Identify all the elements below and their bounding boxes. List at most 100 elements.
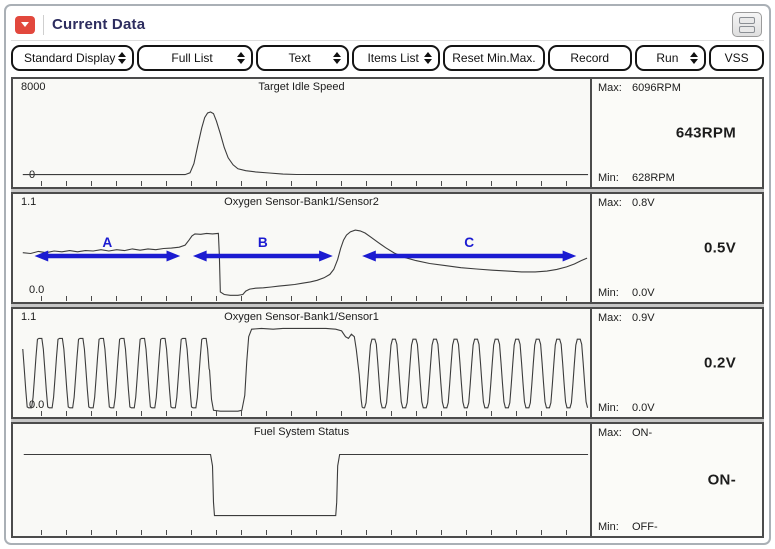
value-readout: Max: 0.9V 0.2V Min: 0.0V [592,309,762,417]
range-arrow-a: A [34,234,181,262]
toolbar-button-full-list[interactable]: Full List [137,45,253,71]
titlebar-divider [43,14,44,35]
y-axis-max-label: 8000 [21,81,46,93]
parameter-title: Oxygen Sensor-Bank1/Sensor2 [224,196,379,208]
waveform-trace [23,328,588,411]
toolbar-button-label: Run [656,51,679,65]
split-panels-button[interactable] [732,12,762,37]
waveform-trace [24,454,588,515]
graph-area[interactable]: 8000 Target Idle Speed 0 [13,79,592,187]
toolbar-button-label: Record [570,51,610,65]
range-arrow-c: C [362,234,577,262]
dropdown-arrows-icon [118,52,127,64]
min-stat-value: OFF- [632,521,658,533]
stacked-panels-icon [739,16,755,24]
dropdown-arrows-icon [236,52,245,64]
max-stat: Max: 0.9V [598,312,655,324]
time-axis-ticks [41,296,586,301]
title-bar: Current Data [11,11,764,41]
max-stat-label: Max: [598,197,622,209]
graph-area[interactable]: 1.1 Oxygen Sensor-Bank1/Sensor2 0.0 A B C [13,194,592,302]
toolbar-button-run[interactable]: Run [634,45,707,71]
range-arrow-label-a: A [102,234,112,250]
min-stat: Min: 0.0V [598,402,655,414]
waveform-trace [23,230,587,295]
toolbar-button-record[interactable]: Record [547,45,632,71]
value-readout: Max: 0.8V 0.5V Min: 0.0V [592,194,762,302]
arrowhead-icon [562,250,577,262]
toolbar-button-text[interactable]: Text [255,45,350,71]
min-stat-label: Min: [598,172,619,184]
min-stat-label: Min: [598,521,619,533]
parameter-title: Fuel System Status [253,426,350,438]
max-stat-value: 0.8V [632,197,655,209]
panel-target-idle-speed: 8000 Target Idle Speed 0 Max: 6096RPM 64… [11,77,764,189]
y-axis-max-label: 1.1 [21,196,37,208]
toolbar-button-label: VSS [724,51,749,65]
arrowhead-icon [34,250,49,262]
page-title: Current Data [52,16,146,33]
toolbar-button-reset-min-max[interactable]: Reset Min.Max. [442,45,545,71]
waveform-svg-o2-bank1-sensor1 [13,309,590,417]
current-value: ON- [707,471,736,489]
value-readout: Max: ON- ON- Min: OFF- [592,424,762,536]
dropdown-arrows-icon [423,52,432,64]
arrowhead-icon [192,250,207,262]
min-stat-value: 628RPM [632,172,675,184]
toolbar-button-label: Text [288,51,311,65]
toolbar-button-items-list[interactable]: Items List [352,45,440,71]
range-arrow-label-c: C [464,234,474,250]
toolbar-button-standard-display[interactable]: Standard Display [11,45,135,71]
waveform-svg-fuel-system-status [13,424,590,536]
graph-area[interactable]: Fuel System Status [13,424,592,536]
toolbar-button-label: Reset Min.Max. [452,51,536,65]
max-stat-value: 0.9V [632,312,655,324]
min-stat: Min: OFF- [598,521,658,533]
time-axis-ticks [41,530,586,535]
toolbar-button-vss[interactable]: VSS [709,45,764,71]
toolbar-button-label: Full List [171,51,213,65]
arrowhead-icon [362,250,376,262]
toolbar-button-label: Items List [367,51,419,65]
min-stat-label: Min: [598,402,619,414]
y-axis-max-label: 1.1 [21,311,37,323]
time-axis-ticks [41,411,586,416]
min-stat: Min: 628RPM [598,172,675,184]
min-stat-value: 0.0V [632,402,655,414]
range-arrow-b: B [192,234,333,262]
stacked-panels-icon [739,25,755,33]
current-value: 643RPM [675,124,736,142]
waveform-svg-o2-bank1-sensor2: A B C [13,194,590,302]
graph-panels: 8000 Target Idle Speed 0 Max: 6096RPM 64… [11,77,764,538]
waveform-svg-target-idle-speed [13,79,590,187]
parameter-title: Target Idle Speed [258,81,345,93]
time-axis-ticks [41,181,586,186]
panel-o2-bank1-sensor1: 1.1 Oxygen Sensor-Bank1/Sensor1 0.0 Max:… [11,307,764,419]
current-value: 0.5V [703,239,736,257]
chevron-down-icon [21,22,29,31]
toolbar-button-label: Standard Display [23,51,116,65]
max-stat-value: ON- [632,427,653,439]
parameter-title: Oxygen Sensor-Bank1/Sensor1 [224,311,379,323]
menu-button[interactable] [15,15,35,34]
max-stat: Max: ON- [598,427,652,439]
toolbar: Standard Display Full List Text Items Li… [11,45,764,73]
waveform-trace [23,112,588,175]
current-data-window: Current Data Standard Display Full List … [4,4,771,545]
current-value: 0.2V [703,354,736,372]
min-stat-label: Min: [598,287,619,299]
max-stat-label: Max: [598,312,622,324]
max-stat-label: Max: [598,427,622,439]
max-stat-label: Max: [598,82,622,94]
panel-fuel-system-status: Fuel System Status Max: ON- ON- Min: OFF… [11,422,764,538]
max-stat: Max: 6096RPM [598,82,681,94]
min-stat-value: 0.0V [632,287,655,299]
value-readout: Max: 6096RPM 643RPM Min: 628RPM [592,79,762,187]
y-axis-min-label: 0.0 [29,284,45,296]
max-stat: Max: 0.8V [598,197,655,209]
arrowhead-icon [166,250,181,262]
dropdown-arrows-icon [333,52,342,64]
graph-area[interactable]: 1.1 Oxygen Sensor-Bank1/Sensor1 0.0 [13,309,592,417]
min-stat: Min: 0.0V [598,287,655,299]
